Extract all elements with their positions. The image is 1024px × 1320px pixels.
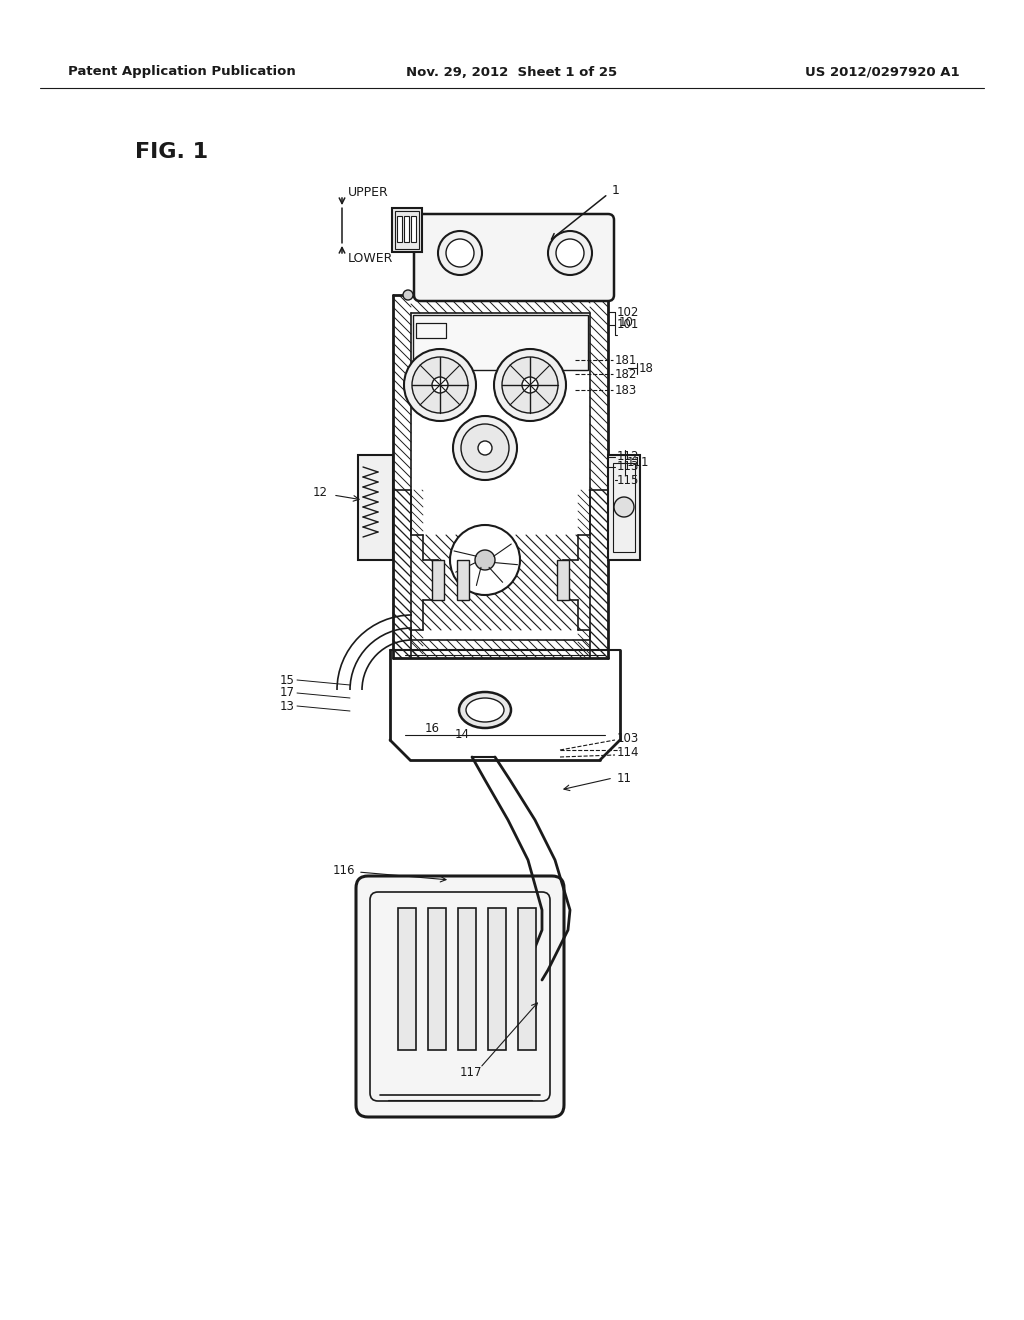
Text: 181: 181: [615, 354, 637, 367]
Circle shape: [432, 378, 449, 393]
Bar: [457, 560, 469, 601]
Bar: [613, 463, 635, 552]
Text: 112: 112: [617, 450, 640, 463]
Bar: [488, 908, 506, 1049]
Text: 117: 117: [460, 1065, 482, 1078]
Circle shape: [478, 441, 492, 455]
Text: UPPER: UPPER: [348, 186, 389, 199]
Text: 1: 1: [612, 183, 620, 197]
Ellipse shape: [459, 692, 511, 729]
Ellipse shape: [466, 698, 504, 722]
Bar: [416, 323, 446, 338]
Text: 183: 183: [615, 384, 637, 396]
Circle shape: [453, 416, 517, 480]
Bar: [411, 216, 416, 242]
Text: 114: 114: [617, 746, 640, 759]
Text: Patent Application Publication: Patent Application Publication: [68, 66, 296, 78]
Text: 12: 12: [313, 486, 328, 499]
Circle shape: [446, 239, 474, 267]
Text: FIG. 1: FIG. 1: [135, 143, 208, 162]
Text: 16: 16: [425, 722, 439, 734]
Text: 18: 18: [639, 362, 654, 375]
Text: 103: 103: [617, 731, 639, 744]
Text: 14: 14: [455, 729, 469, 742]
Circle shape: [522, 378, 538, 393]
Bar: [557, 560, 569, 601]
Text: Nov. 29, 2012  Sheet 1 of 25: Nov. 29, 2012 Sheet 1 of 25: [407, 66, 617, 78]
Circle shape: [494, 348, 566, 421]
Text: 11: 11: [617, 771, 632, 784]
Circle shape: [475, 550, 495, 570]
Bar: [395, 211, 419, 249]
Text: LOWER: LOWER: [348, 252, 393, 264]
Bar: [432, 560, 444, 601]
Circle shape: [450, 525, 520, 595]
Text: 101: 101: [617, 318, 639, 331]
Bar: [518, 908, 536, 1049]
Text: 116: 116: [333, 863, 355, 876]
Bar: [416, 323, 446, 338]
Text: 115: 115: [617, 474, 639, 487]
Bar: [413, 315, 588, 370]
Bar: [397, 216, 402, 242]
Text: US 2012/0297920 A1: US 2012/0297920 A1: [805, 66, 961, 78]
Bar: [358, 455, 393, 560]
FancyBboxPatch shape: [356, 876, 564, 1117]
Text: 17: 17: [280, 686, 295, 700]
Text: 102: 102: [617, 305, 639, 318]
Circle shape: [556, 239, 584, 267]
Circle shape: [614, 498, 634, 517]
Bar: [458, 908, 476, 1049]
Bar: [404, 216, 409, 242]
FancyBboxPatch shape: [414, 214, 614, 301]
Circle shape: [502, 356, 558, 413]
Text: 111: 111: [627, 455, 649, 469]
Circle shape: [438, 231, 482, 275]
Text: 15: 15: [281, 673, 295, 686]
Bar: [428, 908, 446, 1049]
Circle shape: [403, 290, 413, 300]
Text: 10: 10: [618, 317, 634, 330]
Bar: [608, 455, 640, 560]
Circle shape: [404, 348, 476, 421]
Bar: [398, 908, 416, 1049]
Text: 113: 113: [617, 461, 639, 474]
Circle shape: [461, 424, 509, 473]
Text: 182: 182: [615, 367, 637, 380]
Circle shape: [548, 231, 592, 275]
Bar: [392, 209, 422, 252]
Circle shape: [412, 356, 468, 413]
Text: 13: 13: [281, 700, 295, 713]
